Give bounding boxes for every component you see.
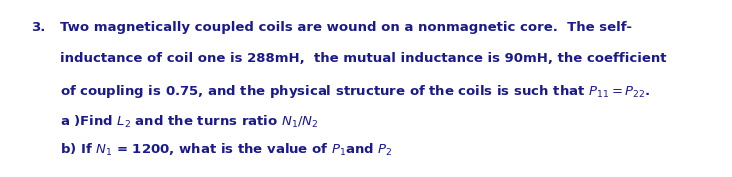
Text: inductance of coil one is 288mH,  the mutual inductance is 90mH, the coefficient: inductance of coil one is 288mH, the mut… — [60, 52, 667, 65]
Text: Two magnetically coupled coils are wound on a nonmagnetic core.  The self-: Two magnetically coupled coils are wound… — [60, 21, 632, 34]
Text: of coupling is 0.75, and the physical structure of the coils is such that $P_{11: of coupling is 0.75, and the physical st… — [60, 83, 651, 100]
Text: b) If $N_1$ = 1200, what is the value of $P_1$and $P_2$: b) If $N_1$ = 1200, what is the value of… — [60, 142, 392, 158]
Text: a )Find $L_2$ and the turns ratio $N_1/N_2$: a )Find $L_2$ and the turns ratio $N_1/N… — [60, 114, 318, 130]
Text: 3.: 3. — [31, 21, 45, 34]
